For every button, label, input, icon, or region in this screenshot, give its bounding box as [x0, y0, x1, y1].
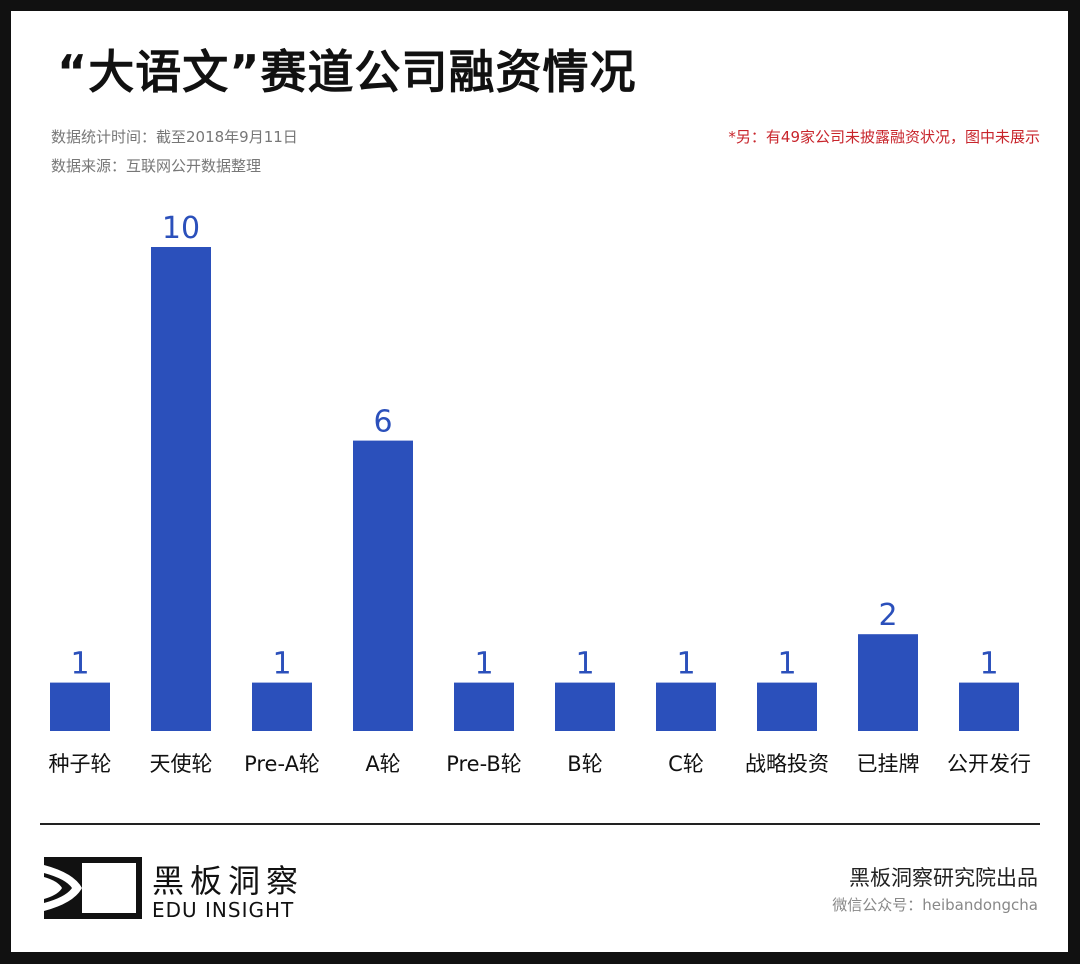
category-label: B轮 [567, 752, 602, 776]
bar [555, 682, 615, 731]
bar-chart: 1 种子轮 10 天使轮 1 Pre-A轮 6 A轮 1 Pre-B轮 1 B轮 1 C轮 1 战略投资 2 已挂… [49, 211, 1032, 776]
category-label: 战略投资 [745, 752, 829, 776]
stat-time: 数据统计时间：截至2018年9月11日 [51, 128, 298, 146]
data-label: 1 [474, 647, 493, 682]
edu-insight-logo-icon [44, 857, 142, 919]
bar [353, 440, 413, 731]
category-label: A轮 [365, 752, 400, 776]
brand-name-en: EDU INSIGHT [152, 898, 295, 922]
bar [757, 682, 817, 731]
wechat-id: 微信公众号：heibandongcha [832, 896, 1038, 914]
bar [959, 682, 1019, 731]
bar [454, 682, 514, 731]
category-label: 已挂牌 [857, 752, 920, 776]
data-label: 6 [373, 405, 392, 440]
divider [40, 823, 1040, 825]
bar [252, 682, 312, 731]
bar [151, 247, 211, 731]
data-label: 2 [878, 598, 897, 633]
data-label: 1 [272, 647, 291, 682]
category-label: 天使轮 [150, 752, 213, 776]
category-label: Pre-A轮 [244, 752, 320, 776]
category-label: 种子轮 [49, 752, 112, 776]
data-label: 10 [162, 211, 200, 246]
footnote: *另：有49家公司未披露融资状况，图中未展示 [728, 128, 1040, 146]
chart-title: “大语文”赛道公司融资情况 [57, 45, 637, 99]
bar [858, 634, 918, 731]
data-label: 1 [70, 647, 89, 682]
data-label: 1 [979, 647, 998, 682]
category-label: C轮 [668, 752, 704, 776]
category-label: Pre-B轮 [446, 752, 522, 776]
data-source: 数据来源：互联网公开数据整理 [51, 157, 262, 175]
brand-name-cn: 黑板洞察 [152, 862, 305, 900]
data-label: 1 [575, 647, 594, 682]
category-label: 公开发行 [947, 752, 1031, 776]
bar [50, 682, 110, 731]
bar [656, 682, 716, 731]
data-label: 1 [676, 647, 695, 682]
credit-text: 黑板洞察研究院出品 [849, 866, 1038, 890]
data-label: 1 [777, 647, 796, 682]
